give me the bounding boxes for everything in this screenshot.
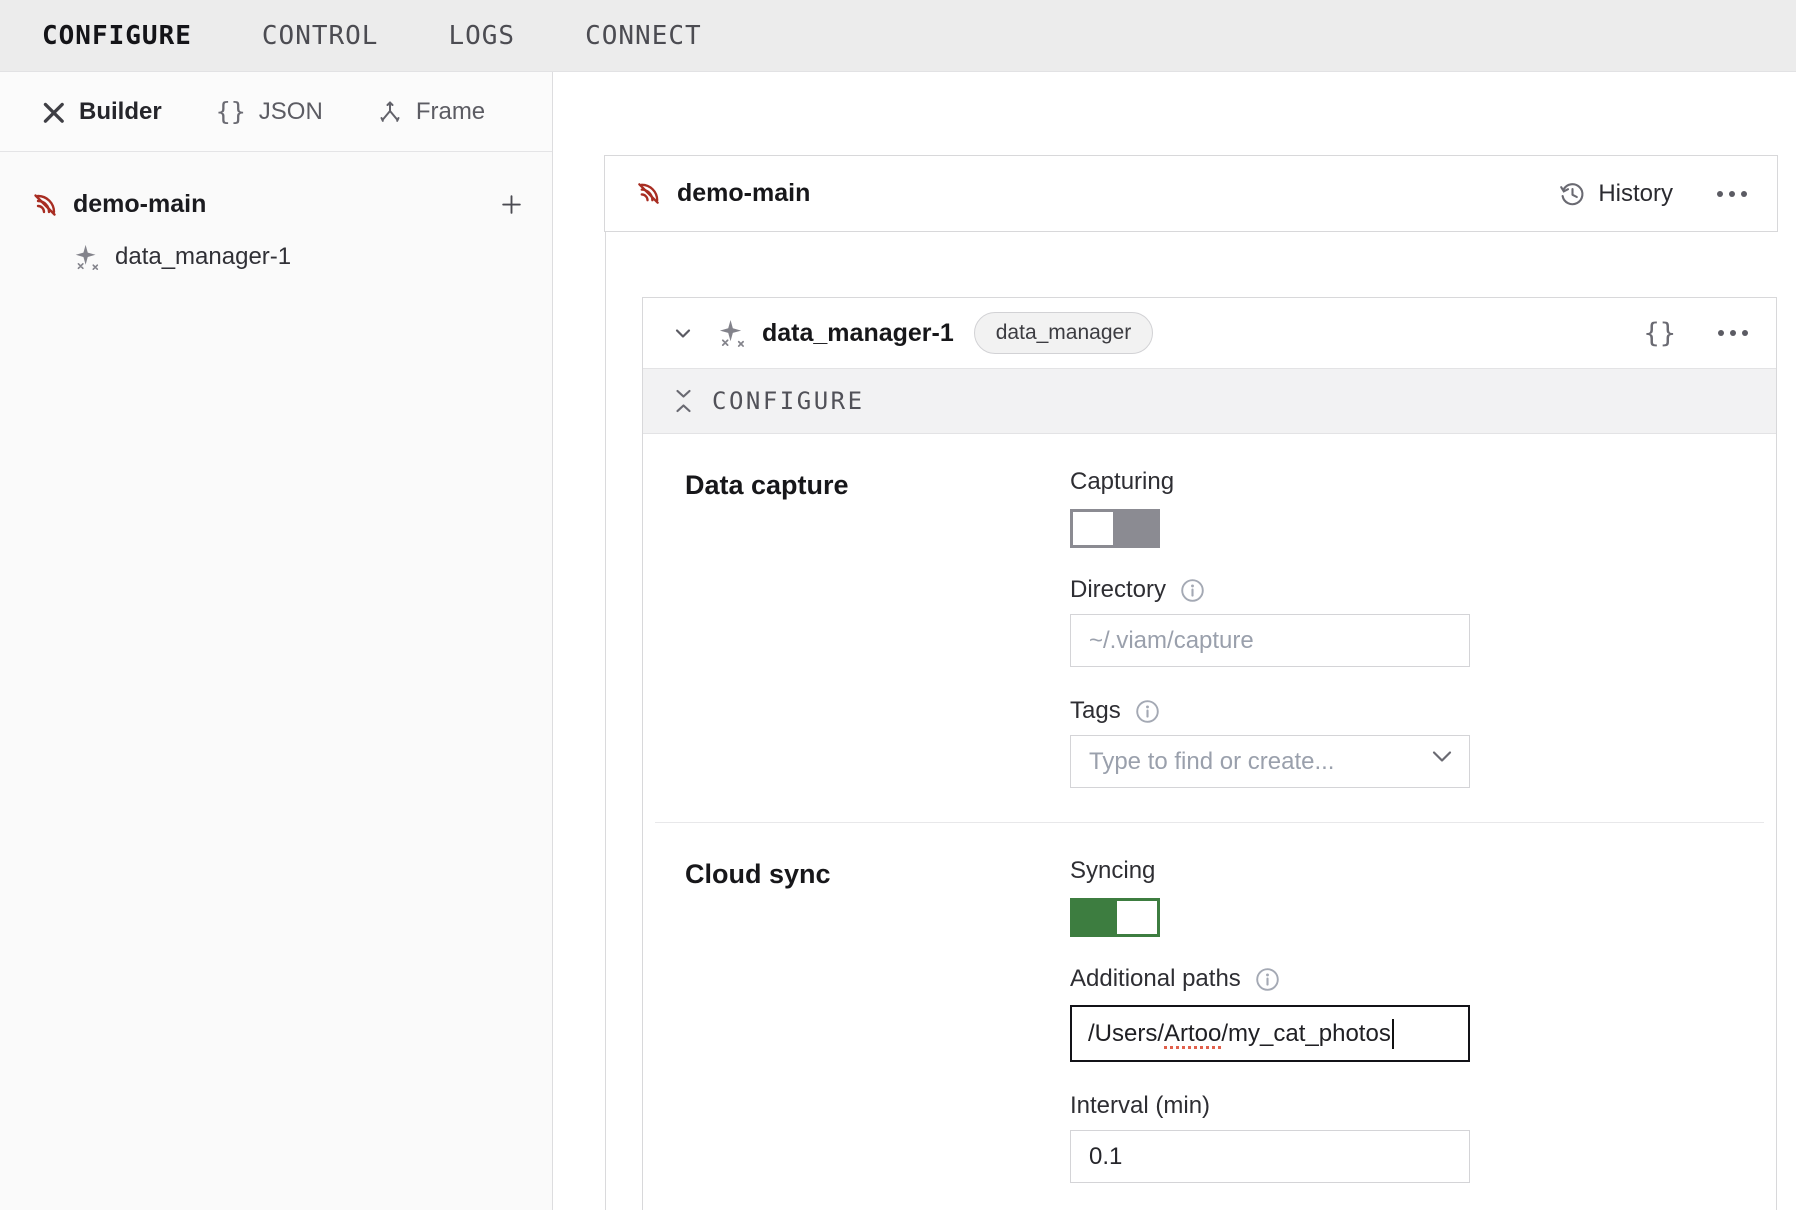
additional-paths-input[interactable]: /Users/Artoo/my_cat_photos — [1070, 1005, 1470, 1062]
collapse-vertical-icon — [673, 386, 694, 416]
cloud-sync-heading: Cloud sync — [685, 859, 831, 889]
directory-label: Directory — [1070, 576, 1205, 604]
resource-menu-button[interactable] — [1718, 330, 1748, 336]
data-capture-heading: Data capture — [685, 470, 849, 500]
collapse-card-button[interactable] — [671, 321, 695, 345]
resource-type-badge: data_manager — [973, 312, 1154, 354]
tree-row-resource[interactable]: data_manager-1 — [31, 243, 524, 271]
builder-tools-icon — [40, 99, 66, 125]
tab-control[interactable]: CONTROL — [261, 20, 379, 51]
machine-tree: demo-main data_manager-1 — [0, 152, 552, 271]
offline-status-icon — [31, 191, 59, 219]
tree-row-machine[interactable]: demo-main — [31, 190, 524, 219]
left-panel: Builder {} JSON Frame — [0, 72, 553, 1210]
configure-section-bar[interactable]: CONFIGURE — [643, 368, 1776, 434]
info-icon[interactable] — [1180, 578, 1205, 603]
interval-input[interactable] — [1070, 1130, 1470, 1183]
top-nav: CONFIGURE CONTROL LOGS CONNECT — [0, 0, 1796, 72]
info-icon[interactable] — [1135, 699, 1160, 724]
interval-label: Interval (min) — [1070, 1092, 1211, 1119]
history-label: History — [1598, 179, 1673, 207]
subnav-item-frame[interactable]: Frame — [377, 98, 485, 126]
tab-logs[interactable]: LOGS — [448, 20, 516, 51]
machine-card: demo-main History — [604, 155, 1778, 232]
frame-axes-icon — [377, 99, 403, 125]
resource-card: data_manager-1 data_manager {} CONFIGURE — [642, 297, 1777, 1210]
history-button[interactable]: History — [1558, 180, 1673, 208]
misspelled-word: Artoo — [1164, 1019, 1222, 1047]
subnav-item-json[interactable]: {} JSON — [216, 97, 323, 126]
sparkles-icon — [717, 319, 746, 348]
subnav-item-builder[interactable]: Builder — [40, 98, 162, 126]
section-cloud-sync: Cloud sync Syncing Additional paths — [655, 823, 1764, 1210]
main-panel: demo-main History — [553, 72, 1796, 1210]
add-component-button[interactable] — [499, 192, 524, 217]
syncing-toggle[interactable] — [1070, 898, 1160, 937]
text-cursor — [1391, 1018, 1394, 1049]
tags-input[interactable] — [1070, 735, 1470, 788]
subnav-item-label: Frame — [415, 97, 486, 125]
subnav-item-label: Builder — [79, 97, 162, 125]
directory-input[interactable] — [1070, 614, 1470, 667]
info-icon[interactable] — [1255, 967, 1280, 992]
offline-status-icon — [635, 180, 662, 207]
tags-label: Tags — [1070, 697, 1160, 725]
resource-card-header: data_manager-1 data_manager {} — [643, 298, 1776, 368]
machine-menu-button[interactable] — [1717, 190, 1747, 197]
code-view-button[interactable]: {} — [1643, 317, 1676, 349]
config-mode-switcher: Builder {} JSON Frame — [0, 72, 552, 152]
resource-card-title: data_manager-1 — [762, 318, 954, 347]
tab-connect[interactable]: CONNECT — [585, 20, 702, 51]
braces-icon: {} — [215, 97, 246, 126]
syncing-label: Syncing — [1070, 857, 1156, 884]
history-icon — [1558, 180, 1586, 208]
resource-name: data_manager-1 — [115, 243, 292, 270]
capturing-toggle[interactable] — [1070, 509, 1160, 548]
capturing-label: Capturing — [1070, 468, 1175, 495]
tree-connector-line — [605, 232, 606, 1210]
section-data-capture: Data capture Capturing Directory — [655, 434, 1764, 823]
subnav-item-label: JSON — [258, 97, 323, 125]
additional-paths-label: Additional paths — [1070, 965, 1280, 993]
tab-configure[interactable]: CONFIGURE — [42, 20, 192, 51]
sparkles-icon — [73, 244, 100, 271]
machine-name: demo-main — [73, 190, 207, 218]
configure-section-label: CONFIGURE — [712, 387, 865, 415]
machine-card-title: demo-main — [677, 179, 811, 207]
